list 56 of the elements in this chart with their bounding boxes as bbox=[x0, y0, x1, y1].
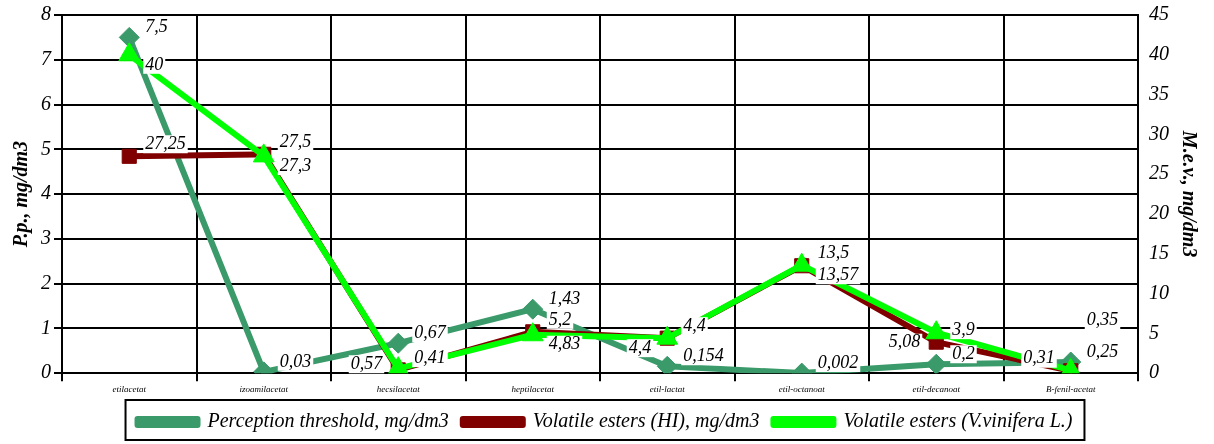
y-tick-label: 7 bbox=[41, 47, 52, 70]
y-tick-label: 4 bbox=[41, 181, 51, 204]
data-label: 0,31 bbox=[1023, 347, 1055, 368]
y2-tick-label: 20 bbox=[1149, 201, 1169, 224]
y-tick-label: 2 bbox=[41, 270, 51, 293]
data-label: 5,2 bbox=[548, 308, 572, 329]
y2-tick-label: 40 bbox=[1149, 42, 1169, 65]
y-tick-label: 6 bbox=[41, 91, 51, 114]
y-axis-title: P.p., mg/dm3 bbox=[9, 140, 33, 249]
data-label: 27,5 bbox=[279, 131, 312, 152]
y2-tick-label: 10 bbox=[1149, 280, 1169, 303]
y-tick-label: 5 bbox=[41, 136, 51, 159]
data-label: 27,25 bbox=[145, 133, 186, 154]
x-tick-label: etil-decanoat bbox=[912, 383, 961, 394]
x-tick-label: heptilacetat bbox=[511, 383, 555, 394]
data-label: 4,4 bbox=[683, 314, 706, 335]
data-label: 0,25 bbox=[1086, 340, 1119, 361]
data-label: 13,5 bbox=[817, 242, 850, 263]
data-label: 13,57 bbox=[817, 263, 860, 284]
x-tick-label: hecsilacetat bbox=[376, 383, 421, 394]
data-label: 1,43 bbox=[548, 287, 581, 308]
data-label: 0,154 bbox=[683, 345, 724, 366]
data-label: 5,08 bbox=[888, 331, 921, 352]
data-label: 0,03 bbox=[279, 350, 312, 371]
data-label: 0,002 bbox=[817, 351, 859, 372]
x-tick-label: etil-lactat bbox=[649, 383, 686, 394]
data-label: 40 bbox=[145, 53, 164, 74]
y2-axis-title: M.e.v., mg/dm3 bbox=[1177, 129, 1201, 258]
data-label: 4,4 bbox=[628, 336, 652, 357]
y2-tick-label: 35 bbox=[1148, 81, 1169, 104]
data-label: 3,9 bbox=[951, 318, 975, 339]
y2-tick-label: 0 bbox=[1149, 360, 1159, 383]
data-label: 0,41 bbox=[414, 346, 446, 367]
legend-label: Volatile esters (V.vinifera L.) bbox=[843, 409, 1073, 433]
y-tick-label: 0 bbox=[41, 360, 51, 383]
x-tick-label: izoamilacetat bbox=[239, 383, 289, 394]
data-label: 0,35 bbox=[1086, 309, 1119, 330]
y2-tick-label: 15 bbox=[1149, 241, 1169, 264]
y2-tick-label: 25 bbox=[1149, 161, 1169, 184]
y2-tick-label: 45 bbox=[1149, 2, 1169, 25]
y2-tick-label: 30 bbox=[1148, 121, 1169, 144]
legend-label: Perception threshold, mg/dm3 bbox=[206, 409, 449, 433]
y-tick-label: 1 bbox=[41, 315, 51, 338]
data-label: 7,5 bbox=[145, 16, 168, 37]
x-tick-label: etil-octanoat bbox=[778, 383, 826, 394]
x-tick-label: B-fenil-acetat bbox=[1046, 383, 1096, 394]
data-label: 27,3 bbox=[279, 154, 312, 175]
data-label: 0,57 bbox=[350, 352, 384, 373]
x-tick-label: etilacetat bbox=[112, 383, 147, 394]
legend-label: Volatile esters (HI), mg/dm3 bbox=[532, 409, 760, 433]
data-label: 4,83 bbox=[548, 333, 581, 354]
data-label: 0,67 bbox=[414, 321, 447, 342]
data-label: 0,2 bbox=[952, 342, 975, 363]
y2-tick-label: 5 bbox=[1149, 320, 1159, 343]
y-tick-label: 8 bbox=[41, 2, 51, 25]
y-tick-label: 3 bbox=[40, 226, 51, 249]
